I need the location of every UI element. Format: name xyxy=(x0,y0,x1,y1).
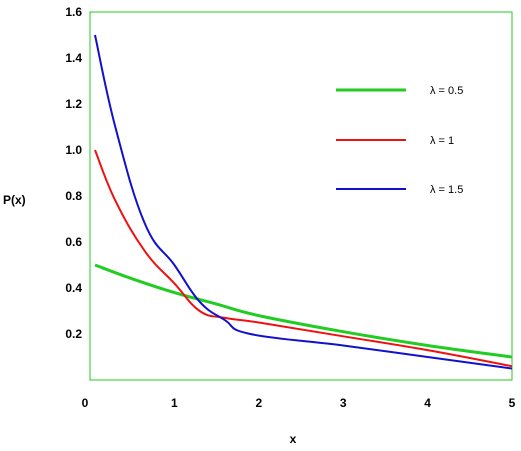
legend: λ = 0.5 λ = 1 λ = 1.5 xyxy=(336,85,463,196)
y-tick-label: 1.2 xyxy=(65,97,82,111)
y-tick-label: 0.4 xyxy=(65,281,82,295)
y-tick-label: 0.6 xyxy=(65,235,82,249)
x-tick-label: 2 xyxy=(255,396,262,410)
y-tick-label: 0.2 xyxy=(65,327,82,341)
series-line-2 xyxy=(94,149,513,368)
x-tick-label: 1 xyxy=(171,396,178,410)
series-lines xyxy=(94,34,513,370)
y-tick-label: 1.0 xyxy=(65,143,82,157)
y-tick-label: 0.8 xyxy=(65,189,82,203)
x-tick-label: 0 xyxy=(82,396,89,410)
legend-label-1: λ = 0.5 xyxy=(430,85,463,97)
x-tick-label: 5 xyxy=(509,396,516,410)
y-axis-label: P(x) xyxy=(3,193,26,207)
x-tick-label: 4 xyxy=(424,396,431,410)
legend-label-3: λ = 1.5 xyxy=(430,184,463,196)
x-axis-ticks: 0 1 2 3 4 5 xyxy=(82,396,516,410)
legend-label-2: λ = 1 xyxy=(430,135,454,147)
series-line-3 xyxy=(94,34,513,370)
plot-area-frame xyxy=(89,11,513,381)
y-axis-ticks: 0.2 0.4 0.6 0.8 1.0 1.2 1.4 1.6 xyxy=(65,5,82,341)
y-tick-label: 1.6 xyxy=(65,5,82,19)
x-axis-label: x xyxy=(290,432,297,446)
y-tick-label: 1.4 xyxy=(65,51,82,65)
x-tick-label: 3 xyxy=(340,396,347,410)
series-line-1 xyxy=(94,263,513,359)
